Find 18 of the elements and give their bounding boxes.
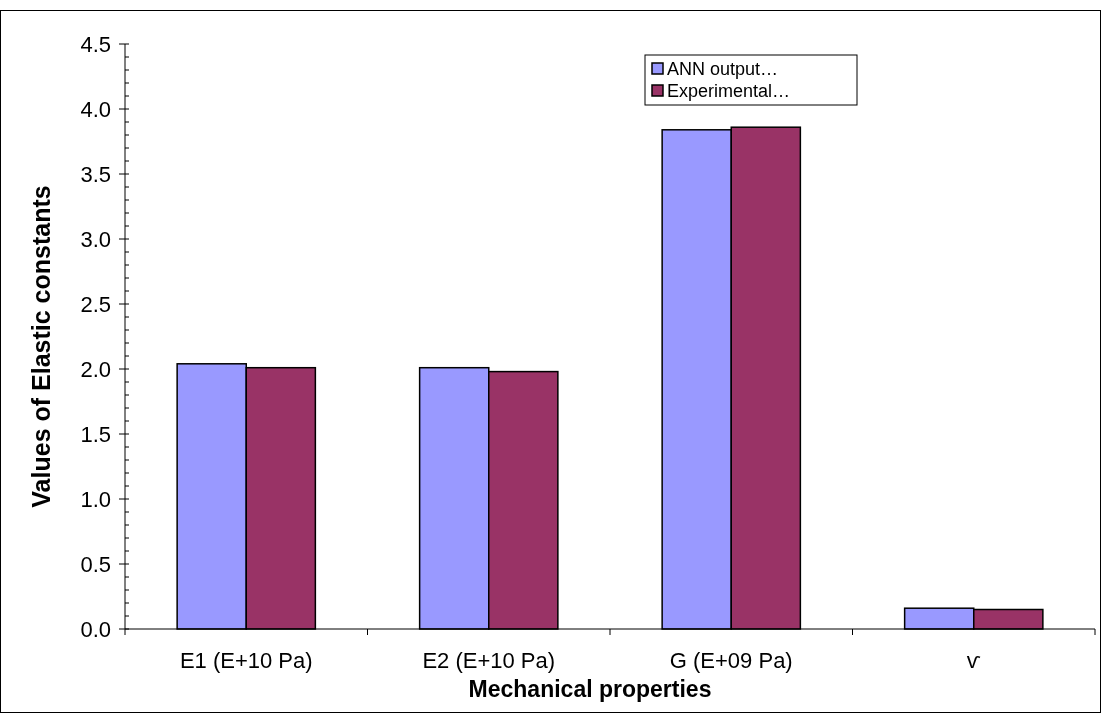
y-axis-title: Values of Elastic constants — [27, 185, 55, 508]
y-tick-label: 4.0 — [80, 96, 111, 122]
x-tick-label: G (E+09 Pa) — [669, 648, 793, 673]
y-tick-label: 1.0 — [80, 486, 111, 512]
legend-label: ANN output… — [667, 59, 779, 80]
x-tick-label: E2 (E+10 Pa) — [422, 648, 556, 673]
x-axis-title: Mechanical properties — [468, 676, 712, 702]
y-tick-label: 2.5 — [80, 291, 111, 317]
y-tick-label: 0.5 — [80, 551, 111, 577]
y-tick-label: 1.5 — [80, 421, 111, 447]
y-tick-label: 3.0 — [80, 226, 111, 252]
y-tick-label: 2.0 — [80, 356, 111, 382]
x-tick-label: E1 (E+10 Pa) — [179, 648, 313, 673]
legend-label: Experimental… — [667, 81, 791, 102]
y-tick-label: 0.0 — [80, 616, 111, 642]
x-tick-label: ѵ — [966, 648, 981, 673]
y-tick-label: 4.5 — [80, 31, 111, 57]
y-tick-label: 3.5 — [80, 161, 111, 187]
